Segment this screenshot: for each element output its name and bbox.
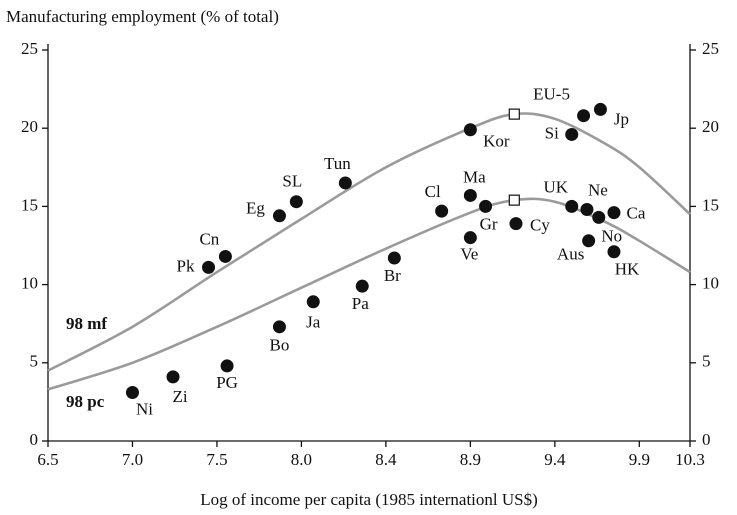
country-label: SL xyxy=(282,172,302,191)
curve-label: 98 pc xyxy=(66,392,105,411)
x-tick-label: 6.5 xyxy=(37,450,58,469)
country-label: Ja xyxy=(306,313,321,332)
country-point xyxy=(607,245,621,259)
curve-label: 98 mf xyxy=(66,314,107,333)
country-label: Zi xyxy=(172,387,187,406)
country-point xyxy=(565,127,579,141)
country-label: Br xyxy=(384,266,401,285)
country-point xyxy=(125,386,139,400)
y-tick-label: 15 xyxy=(21,195,38,214)
y-tick-label: 5 xyxy=(30,352,39,371)
country-point xyxy=(593,102,607,116)
country-point xyxy=(592,210,606,224)
country-point xyxy=(220,359,234,373)
country-point xyxy=(435,204,449,218)
country-label: UK xyxy=(543,177,568,196)
x-tick-label: 7.5 xyxy=(206,450,227,469)
country-label: Kor xyxy=(483,132,510,151)
country-point xyxy=(355,279,369,293)
y-tick-label: 20 xyxy=(21,117,38,136)
fit-curve xyxy=(47,112,691,372)
y2-tick-label: 25 xyxy=(702,39,719,58)
country-point xyxy=(463,231,477,245)
country-label: Tun xyxy=(324,154,351,173)
y2-tick-label: 0 xyxy=(702,430,711,449)
fit-curve xyxy=(47,197,691,391)
country-label: Pa xyxy=(352,294,369,313)
country-label: Si xyxy=(545,123,559,142)
country-label: No xyxy=(601,226,622,245)
country-label: Ca xyxy=(627,204,646,223)
y-tick-label: 25 xyxy=(21,39,38,58)
country-label: EU-5 xyxy=(533,85,570,104)
country-point xyxy=(577,109,591,123)
x-axis-label: Log of income per capita (1985 internati… xyxy=(200,490,538,509)
country-label: Eg xyxy=(246,199,265,218)
country-point xyxy=(565,199,579,213)
x-tick-label: 7.0 xyxy=(122,450,143,469)
peak-marker xyxy=(508,108,520,120)
country-point xyxy=(289,195,303,209)
country-label: Ma xyxy=(463,167,486,186)
country-point xyxy=(582,234,596,248)
country-point xyxy=(580,203,594,217)
country-point xyxy=(509,217,523,231)
country-label: Cn xyxy=(199,229,219,248)
country-label: Cl xyxy=(425,182,441,201)
y2-tick-label: 20 xyxy=(702,117,719,136)
y2-tick-label: 15 xyxy=(702,195,719,214)
country-label: PG xyxy=(216,373,238,392)
x-tick-label: 8.4 xyxy=(375,450,397,469)
country-label: Ne xyxy=(588,180,608,199)
country-label: Cy xyxy=(530,216,550,235)
country-label: Ve xyxy=(460,245,478,264)
country-point xyxy=(272,209,286,223)
chart-title: Manufacturing employment (% of total) xyxy=(6,7,279,26)
country-label: Aus xyxy=(557,245,584,264)
x-tick-label: 10.3 xyxy=(675,450,705,469)
country-point xyxy=(387,251,401,265)
y-tick-label: 0 xyxy=(30,430,39,449)
country-label: Ni xyxy=(136,399,153,418)
x-tick-label: 8.0 xyxy=(291,450,312,469)
y2-tick-label: 5 xyxy=(702,352,711,371)
country-point xyxy=(202,260,215,274)
country-label: Bo xyxy=(270,336,290,355)
y2-tick-label: 10 xyxy=(702,274,719,293)
country-label: HK xyxy=(615,260,640,279)
y-tick-label: 10 xyxy=(21,274,38,293)
country-point xyxy=(479,199,493,213)
peak-marker xyxy=(508,194,520,206)
x-tick-label: 9.9 xyxy=(629,450,650,469)
country-point xyxy=(338,176,352,190)
country-point xyxy=(166,370,180,384)
country-point xyxy=(306,295,320,309)
country-point xyxy=(463,188,477,202)
country-label: Gr xyxy=(480,214,498,233)
country-label: Jp xyxy=(614,109,629,128)
country-point xyxy=(463,123,477,137)
x-tick-label: 8.9 xyxy=(460,450,481,469)
country-label: Pk xyxy=(177,256,195,275)
country-point xyxy=(218,249,232,263)
country-point xyxy=(272,320,286,334)
x-tick-label: 9.4 xyxy=(544,450,566,469)
country-point xyxy=(607,206,621,220)
